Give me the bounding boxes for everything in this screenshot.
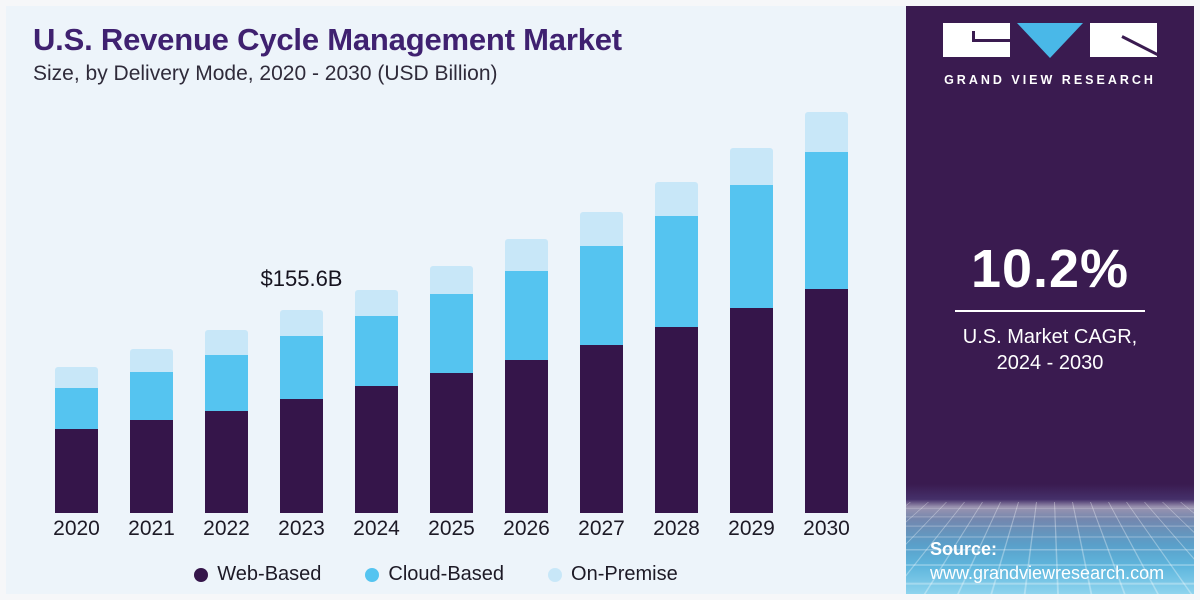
sidebar: GRAND VIEW RESEARCH 10.2% U.S. Market CA… [906,6,1194,594]
bar-2026 [505,239,548,513]
bar-segment-cloud-based [430,293,473,373]
brand-name: GRAND VIEW RESEARCH [944,73,1156,87]
bar-2021 [130,349,173,513]
bar-segment-cloud-based [130,372,173,420]
logo-g-bar [971,39,1010,43]
cagr-label: U.S. Market CAGR, 2024 - 2030 [906,324,1194,376]
x-axis-label-2023: 2023 [278,517,325,540]
cagr-value: 10.2% [970,239,1130,299]
bar-segment-on-premise [205,330,248,355]
bar-segment-on-premise [430,265,473,294]
source-url: www.grandviewresearch.com [930,563,1165,583]
bar-segment-web-based [730,308,773,513]
bar-segment-web-based [355,386,398,513]
sidebar-footer: Source: www.grandviewresearch.com [906,484,1194,594]
bar-segment-cloud-based [655,216,698,327]
bar-segment-on-premise [805,112,848,153]
bar-segment-web-based [430,373,473,513]
bar-segment-cloud-based [205,355,248,411]
bar-2029 [730,148,773,513]
bar-segment-cloud-based [505,271,548,360]
x-axis-label-2026: 2026 [503,517,550,540]
bar-segment-web-based [655,327,698,513]
value-annotation: $155.6B [260,265,343,291]
legend-item-on-premise: On-Premise [548,563,678,586]
legend-label: Web-Based [217,563,322,585]
bar-2023 [280,310,323,513]
logo-r-icon [1090,23,1157,57]
chart-panel: U.S. Revenue Cycle Management Market Siz… [6,6,906,594]
x-axis-label-2027: 2027 [578,517,625,540]
bar-segment-web-based [280,399,323,513]
cagr-label-line1: U.S. Market CAGR, [962,326,1138,348]
chart-subtitle: Size, by Delivery Mode, 2020 - 2030 (USD… [33,62,498,85]
logo-g-icon [943,23,1010,57]
legend-label: Cloud-Based [388,563,505,585]
bar-segment-on-premise [730,148,773,186]
bar-chart: $155.6B 2020 2021 2022 2023 2024 2025 2026 2027… [6,6,906,594]
legend-dot-icon [548,567,563,582]
bar-2027 [580,211,623,513]
bar-2020 [55,367,98,513]
bar-segment-cloud-based [55,388,98,429]
cagr-label-line2: 2024 - 2030 [996,352,1104,374]
cagr-block: 10.2% U.S. Market CAGR, 2024 - 2030 [906,238,1194,376]
bar-2024 [355,290,398,513]
legend-item-cloud-based: Cloud-Based [365,563,504,586]
bar-2022 [205,330,248,513]
legend-item-web-based: Web-Based [194,563,321,586]
bar-segment-web-based [130,420,173,513]
bar-segment-cloud-based [580,246,623,345]
bar-segment-web-based [55,429,98,513]
bar-2025 [430,265,473,513]
x-axis-label-2030: 2030 [803,517,850,540]
page-title: U.S. Revenue Cycle Management Market [33,22,622,57]
bar-2030 [805,112,848,513]
bar-segment-on-premise [655,181,698,216]
bar-2028 [655,181,698,513]
logo-r-slash [1121,35,1157,57]
bar-segment-on-premise [280,310,323,336]
logo-g-tick [971,31,975,43]
bar-segment-on-premise [130,349,173,372]
x-axis-label-2020: 2020 [53,517,100,540]
x-axis-label-2024: 2024 [353,517,400,540]
logo-v-triangle-icon [1017,23,1083,58]
bar-segment-cloud-based [730,185,773,309]
legend-dot-icon [194,567,209,582]
bar-segment-web-based [580,345,623,513]
x-axis-label-2028: 2028 [653,517,700,540]
bar-segment-web-based [505,360,548,513]
bar-segment-web-based [205,411,248,513]
x-axis-label-2021: 2021 [128,517,175,540]
legend-label: On-Premise [571,563,678,585]
bar-segment-web-based [805,289,848,513]
bar-segment-cloud-based [805,152,848,290]
bar-segment-on-premise [55,367,98,388]
bar-segment-on-premise [580,211,623,246]
cagr-divider [955,310,1145,312]
x-axis-label-2025: 2025 [428,517,475,540]
legend-dot-icon [365,567,380,582]
chart-legend: Web-Based Cloud-Based On-Premise [6,563,866,586]
gvr-logo [906,23,1194,59]
bar-segment-cloud-based [280,336,323,399]
bar-segment-cloud-based [355,316,398,387]
source-label: Source: [930,539,998,559]
x-axis-label-2029: 2029 [728,517,775,540]
bar-segment-on-premise [355,290,398,317]
bar-segment-on-premise [505,239,548,271]
source-block: Source: www.grandviewresearch.com [930,539,1164,584]
x-axis-label-2022: 2022 [203,517,250,540]
